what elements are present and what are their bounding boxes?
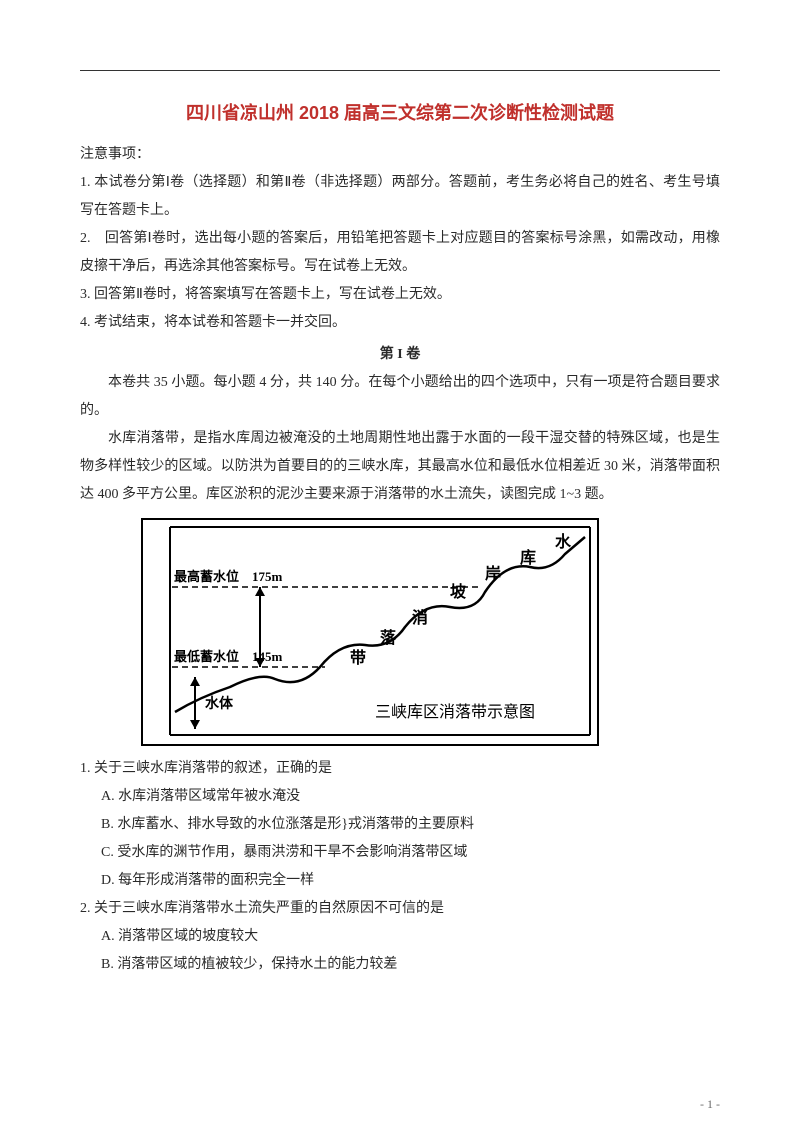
svg-text:水: 水 — [555, 532, 572, 551]
svg-text:最高蓄水位: 最高蓄水位 — [174, 569, 239, 584]
q2-stem: 2. 关于三峡水库消落带水土流失严重的自然原因不可信的是 — [80, 895, 720, 923]
svg-text:消: 消 — [412, 608, 428, 627]
svg-text:岸: 岸 — [485, 564, 501, 583]
svg-text:库: 库 — [520, 548, 536, 567]
notice-1: 1. 本试卷分第Ⅰ卷（选择题）和第Ⅱ卷（非选择题）两部分。答题前，考生务必将自己… — [80, 169, 720, 225]
svg-text:落: 落 — [380, 628, 397, 647]
passage-1: 水库消落带，是指水库周边被淹没的土地周期性地出露于水面的一段干湿交替的特殊区域，… — [80, 425, 720, 509]
q2-opt-a: A. 消落带区域的坡度较大 — [80, 923, 720, 951]
top-rule — [80, 70, 720, 71]
q2-opt-b: B. 消落带区域的植被较少，保持水土的能力较差 — [80, 951, 720, 979]
q1-opt-a: A. 水库消落带区域常年被水淹没 — [80, 783, 720, 811]
q1-stem: 1. 关于三峡水库消落带的叙述，正确的是 — [80, 755, 720, 783]
q1-opt-b: B. 水库蓄水、排水导致的水位涨落是形}戎消落带的主要原料 — [80, 811, 720, 839]
q1-opt-d: D. 每年形成消落带的面积完全一样 — [80, 867, 720, 895]
notice-2: 2. 回答第Ⅰ卷时，选出每小题的答案后，用铅笔把答题卡上对应题目的答案标号涂黑，… — [80, 225, 720, 281]
svg-text:145m: 145m — [252, 649, 283, 664]
svg-text:三峡库区消落带示意图: 三峡库区消落带示意图 — [375, 702, 535, 721]
figure-xiaoluodai: 最高蓄水位 175m 最低蓄水位 145m 水体 带落消 坡岸库水三峡库区消落带示意图 — [140, 517, 720, 747]
section-1-desc: 本卷共 35 小题。每小题 4 分，共 140 分。在每个小题给出的四个选项中，… — [80, 369, 720, 425]
svg-text:带: 带 — [350, 648, 366, 667]
svg-text:水体: 水体 — [205, 695, 234, 712]
notice-4: 4. 考试结束，将本试卷和答题卡一并交回。 — [80, 309, 720, 337]
svg-text:最低蓄水位: 最低蓄水位 — [174, 649, 239, 664]
svg-text:175m: 175m — [252, 569, 283, 584]
q1-opt-c: C. 受水库的渊节作用，暴雨洪涝和干旱不会影响消落带区域 — [80, 839, 720, 867]
section-1-heading: 第 I 卷 — [80, 343, 720, 363]
page-number: - 1 - — [700, 1097, 720, 1112]
notice-heading: 注意事项： — [80, 141, 720, 169]
svg-text:坡: 坡 — [450, 582, 467, 601]
notice-3: 3. 回答第Ⅱ卷时，将答案填写在答题卡上，写在试卷上无效。 — [80, 281, 720, 309]
exam-title: 四川省凉山州 2018 届高三文综第二次诊断性检测试题 — [80, 99, 720, 125]
